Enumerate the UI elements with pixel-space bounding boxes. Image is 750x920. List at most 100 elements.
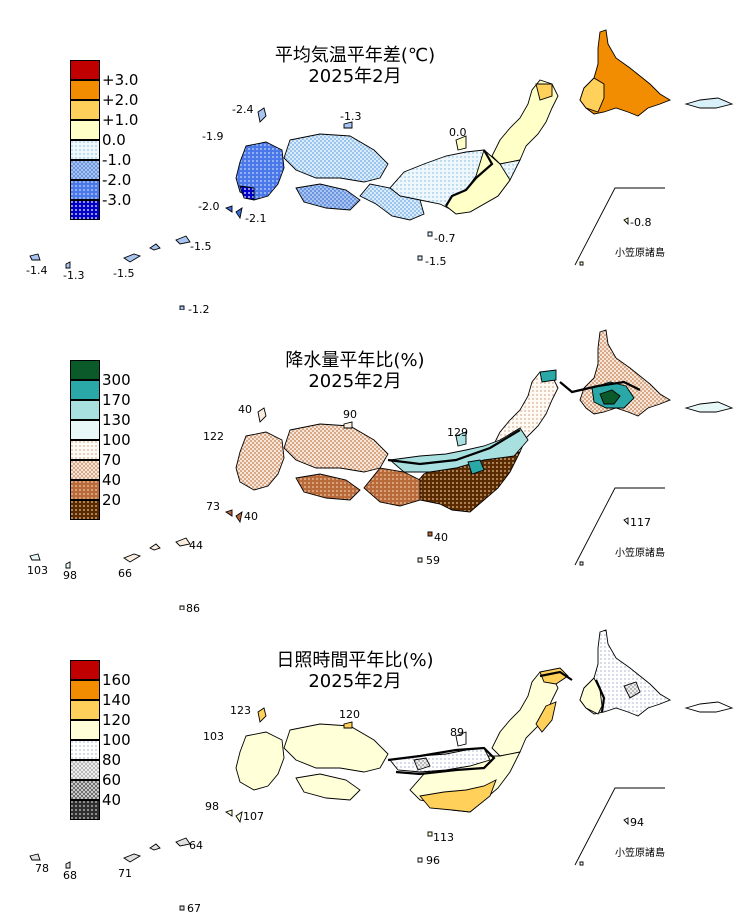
value-hachijo: 40 [434,531,448,544]
legend-swatch [70,200,100,220]
legend-label: 300 [102,371,131,389]
okinawa-island [149,243,161,251]
value-tanegashima: -2.1 [245,212,267,225]
value-koshiki: -2.0 [198,200,220,213]
value-amami: 66 [118,567,132,580]
value-amami: -1.5 [190,240,212,253]
yonaguni-island [29,853,41,861]
value-minamidaito: -1.2 [188,303,210,316]
legend-swatch [70,380,100,400]
value-chichijima: 117 [630,516,651,529]
value-fukuoka: 103 [203,730,224,743]
value-naha: -1.3 [63,269,85,282]
legend-swatch [70,400,100,420]
legend-swatch [70,360,100,380]
legend-swatch [70,60,100,80]
amami-island [123,853,142,863]
minamidaito-island [179,605,185,610]
hokuriku-peak [467,459,485,475]
chugoku [283,133,389,183]
legend-swatch [70,420,100,440]
value-koshiki: 73 [206,500,220,513]
legend-label: 20 [102,491,122,509]
legend-swatch [70,760,100,780]
value-naha: 68 [63,869,77,882]
tsushima-island [257,707,267,723]
value-kitadaito: 44 [189,539,203,552]
legend-swatch [70,120,100,140]
legend-label: 40 [102,471,122,489]
sunshine-title: 日照時間平年比(%) 2025年2月 [225,650,485,692]
naha-island [65,561,71,569]
legend-label: 120 [102,711,131,729]
hachijo-island [427,231,433,237]
yonaguni-island [29,553,41,561]
legend-label: 130 [102,411,131,429]
legend-swatch [70,160,100,180]
value-kitadaito: 64 [189,839,203,852]
value-minamidaito: 67 [187,902,201,915]
legend-swatch [70,500,100,520]
legend-label: -3.0 [102,191,132,209]
tsushima-island [257,407,267,423]
kyushu [235,141,285,201]
legend-label: 60 [102,771,122,789]
value-chichijima: 94 [630,816,644,829]
kyushu-south [239,185,255,201]
ogasawara-label: 小笠原諸島 [615,548,665,559]
value-fukuoka: 122 [203,430,224,443]
legend-label: 80 [102,751,122,769]
value-hachijo: -0.7 [434,232,456,245]
chubu-west [359,183,425,221]
minamidaito-island [179,905,185,911]
legend-swatch [70,660,100,680]
value-naha: 98 [63,569,77,582]
legend-swatch [70,100,100,120]
chugoku [283,423,389,473]
japan-sea-coast [389,747,491,773]
kyushu [235,431,285,491]
legend-swatch [70,700,100,720]
value-sado: 129 [447,426,468,439]
sunshine-map [29,629,734,911]
temperature-panel: 平均気温平年差(℃) 2025年2月 +3.0 +2.0 +1.0 0.0 -1… [0,0,750,315]
legend-swatch [70,720,100,740]
value-yonaguni: -1.4 [26,264,48,277]
legend-swatch [70,680,100,700]
value-sado: 0.0 [449,126,467,139]
temperature-title-line2: 2025年2月 [308,66,402,87]
ogasawara-frame [574,787,665,866]
hachijo-island [427,831,433,837]
value-sado: 89 [450,726,464,739]
tohoku-northwest [539,369,557,383]
legend-swatch [70,480,100,500]
value-amami2: -1.5 [113,267,135,280]
chugoku [283,723,389,773]
minamidaito-island [179,305,185,310]
miyake-island [417,557,423,563]
precipitation-title-line1: 降水量平年比(%) [285,350,425,371]
legend-swatch [70,140,100,160]
sado-island [455,431,467,447]
temperature-title-line1: 平均気温平年差(℃) [274,45,436,66]
value-miyake: 59 [426,554,440,567]
tsushima-island [257,107,267,123]
value-yonaguni: 103 [27,564,48,577]
hachijo-island [427,531,433,537]
value-tsushima: 123 [230,704,251,717]
value-tsushima: -2.4 [232,103,254,116]
naha-island [65,861,71,869]
tohoku-pacific [535,701,557,733]
legend-label: 70 [102,451,122,469]
value-tsushima: 40 [238,403,252,416]
yonaguni-island [29,253,41,261]
legend-swatch [70,80,100,100]
value-hachijo: 113 [433,831,454,844]
kitadaito-island [684,401,734,413]
legend-label: 100 [102,731,131,749]
hokkaido-southwest [579,77,605,113]
legend-label: 0.0 [102,131,126,149]
hahajima-island [579,261,584,266]
legend-swatch [70,780,100,800]
value-fukuoka: -1.9 [202,130,224,143]
